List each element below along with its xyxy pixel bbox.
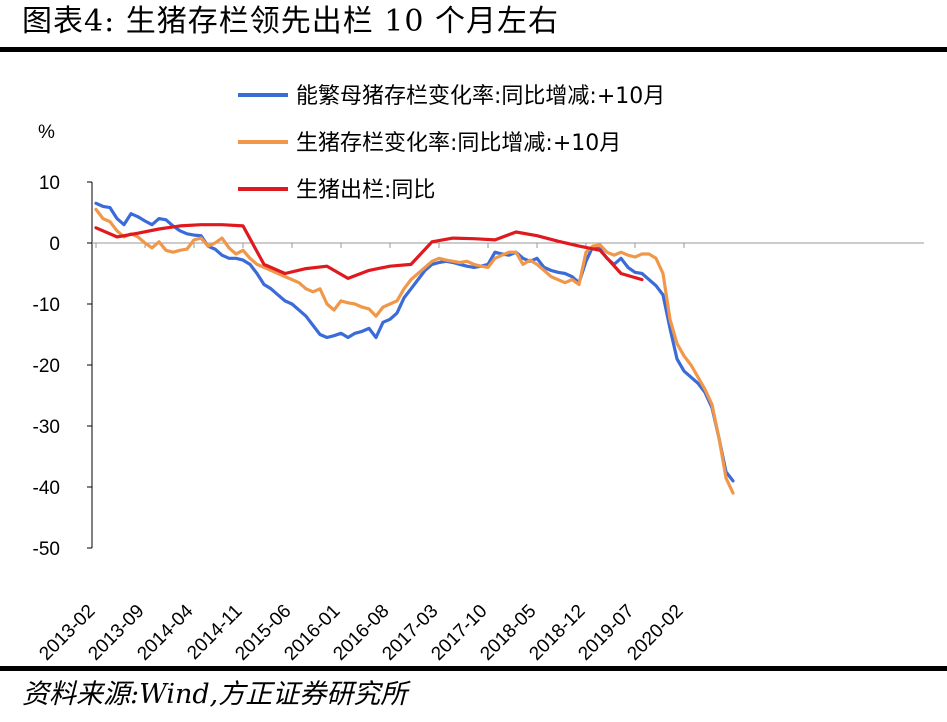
y-tick-label: -30 (33, 417, 60, 438)
source-note: 资料来源:Wind,方正证券研究所 (22, 679, 408, 710)
series-line-hog-slaughter (94, 223, 644, 282)
series-line-hog-inventory (94, 207, 735, 495)
y-tick-label: 10 (39, 173, 60, 194)
legend-label: 生猪存栏变化率:同比增减:+10月 (296, 131, 621, 156)
x-axis: 2013-022013-092014-042014-112015-062016-… (35, 242, 924, 665)
y-axis: 10 0 -10 -20 -30 -40 -50 (33, 173, 93, 560)
top-rule (0, 47, 947, 52)
y-tick-label: -50 (33, 539, 60, 560)
legend-label: 能繁母猪存栏变化率:同比增减:+10月 (296, 84, 665, 109)
y-tick-label: -40 (33, 478, 60, 499)
bottom-rule (0, 666, 947, 671)
chart-legend: 能繁母猪存栏变化率:同比增减:+10月生猪存栏变化率:同比增减:+10月生猪出栏… (238, 84, 665, 203)
figure-title: 图表4: 生猪存栏领先出栏 10 个月左右 (22, 4, 559, 39)
legend-label: 生猪出栏:同比 (296, 178, 435, 203)
y-tick-label: -10 (33, 295, 60, 316)
y-tick-label: 0 (49, 234, 60, 255)
y-tick-label: -20 (33, 356, 60, 377)
line-chart: 能繁母猪存栏变化率:同比增减:+10月生猪存栏变化率:同比增减:+10月生猪出栏… (33, 84, 924, 665)
y-axis-unit-label: % (38, 122, 55, 143)
series-layer (94, 201, 735, 495)
